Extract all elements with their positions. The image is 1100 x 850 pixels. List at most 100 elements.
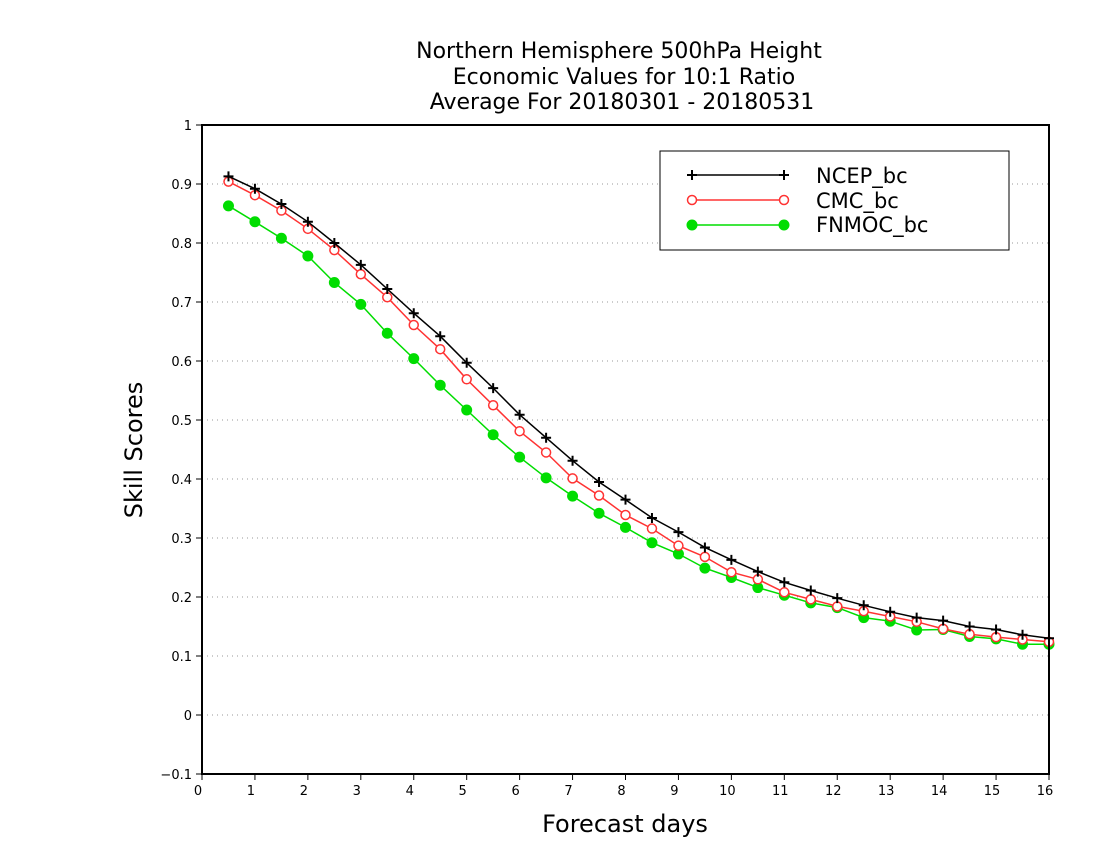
data-point-ncep-bc [567,455,578,466]
data-point-cmc-bc [832,601,843,612]
data-point-cmc-bc [461,374,472,385]
data-point-cmc-bc [673,540,684,551]
data-point-cmc-bc [620,509,631,521]
axis-ticks [196,124,1050,780]
data-point-ncep-bc [938,615,949,626]
x-tick-label: 0 [194,784,202,799]
data-point-ncep-bc [858,600,869,611]
x-tick-label: 8 [617,784,625,799]
data-point-ncep-bc [594,476,605,487]
data-point-fnmoc-bc [514,451,526,463]
data-point-ncep-bc [699,542,710,553]
data-point-fnmoc-bc [328,277,340,289]
x-tick-label: 11 [772,784,789,799]
x-tick-label: 7 [564,784,572,799]
data-point-ncep-bc [832,593,843,604]
data-point-cmc-bc [408,319,419,331]
legend-marker-ncep-bc [687,170,697,180]
data-point-cmc-bc [646,523,658,534]
data-point-ncep-bc [964,621,975,632]
data-point-ncep-bc [752,566,763,577]
chart-title-line-2: Economic Values for 10:1 Ratio [453,65,795,90]
data-point-ncep-bc [673,527,684,538]
data-point-ncep-bc [991,624,1002,635]
data-point-ncep-bc [726,554,737,565]
x-tick-label: 4 [406,784,414,799]
data-point-ncep-bc [276,199,287,210]
data-point-cmc-bc [699,551,711,563]
data-point-ncep-bc [329,238,340,248]
legend: NCEP_bc CMC_bc FNMOC_bc [659,150,1010,251]
data-point-cmc-bc [937,623,949,635]
data-point-fnmoc-bc [593,507,605,519]
data-point-ncep-bc [355,259,366,270]
data-point-ncep-bc [1017,629,1028,640]
data-point-ncep-bc [408,308,419,319]
x-tick-label: 13 [878,784,895,799]
y-tick-label: 0.8 [171,237,192,252]
x-tick-label: 6 [511,784,519,799]
data-point-ncep-bc [646,512,657,523]
data-point-fnmoc-bc [461,404,473,416]
x-tick-label: 5 [459,784,467,799]
data-point-ncep-bc [805,585,816,596]
legend-marker-fnmoc-bc [778,219,790,231]
x-tick-label: 2 [300,784,308,799]
data-point-ncep-bc [488,383,499,394]
x-tick-label: 1 [247,784,255,799]
x-tick-label: 10 [719,784,736,799]
data-point-fnmoc-bc [646,537,658,549]
data-point-fnmoc-bc [567,490,579,502]
data-point-cmc-bc [514,425,525,437]
data-point-fnmoc-bc [222,200,234,212]
y-tick-label: 0.2 [171,591,192,606]
x-tick-label: 12 [825,784,842,799]
data-point-ncep-bc [779,577,790,588]
data-point-cmc-bc [382,292,393,303]
data-point-cmc-bc [434,343,446,355]
data-point-cmc-bc [355,269,367,280]
y-tick-label: 0.7 [171,296,192,311]
legend-marker-fnmoc-bc [686,219,698,231]
y-tick-labels: −0.1 0 0.1 0.2 0.3 0.4 0.5 0.6 0.7 0.8 0.9 1 [160,119,192,783]
data-point-ncep-bc [514,409,525,420]
data-point-ncep-bc [302,216,313,227]
data-point-fnmoc-bc [381,327,393,339]
legend-label-fnmoc-bc: FNMOC_bc [816,213,928,238]
y-tick-label: 0.3 [171,532,192,547]
data-point-cmc-bc [540,447,552,458]
data-series [222,171,1055,650]
data-point-ncep-bc [435,331,446,342]
x-tick-label: 9 [670,784,678,799]
chart-title-line-3: Average For 20180301 - 20180531 [430,90,815,115]
y-tick-label: 0.9 [171,178,192,193]
legend-marker-cmc-bc [778,194,790,206]
data-point-ncep-bc [885,606,896,617]
data-point-fnmoc-bc [434,379,446,391]
data-point-cmc-bc [593,490,605,501]
legend-marker-ncep-bc [779,170,789,180]
data-point-cmc-bc [779,587,790,598]
series-cmc-bc [223,176,1055,648]
data-point-fnmoc-bc [355,298,367,310]
y-tick-label: −0.1 [160,768,192,783]
data-point-ncep-bc [620,494,631,505]
data-point-cmc-bc [567,473,578,484]
x-tick-label: 15 [984,784,1001,799]
data-point-cmc-bc [805,594,817,605]
data-point-ncep-bc [911,612,922,623]
x-tick-label: 14 [931,784,948,799]
data-point-ncep-bc [249,183,260,194]
y-tick-label: 0.1 [171,650,192,665]
y-tick-label: 0.5 [171,414,192,429]
legend-samples [686,170,790,231]
data-point-ncep-bc [223,171,234,182]
data-point-ncep-bc [382,284,393,295]
series-line-ncep-bc [228,175,1050,640]
x-tick-label: 16 [1037,784,1054,799]
legend-label-ncep-bc: NCEP_bc [816,164,908,189]
data-point-fnmoc-bc [302,250,314,262]
legend-label-cmc-bc: CMC_bc [816,189,899,214]
